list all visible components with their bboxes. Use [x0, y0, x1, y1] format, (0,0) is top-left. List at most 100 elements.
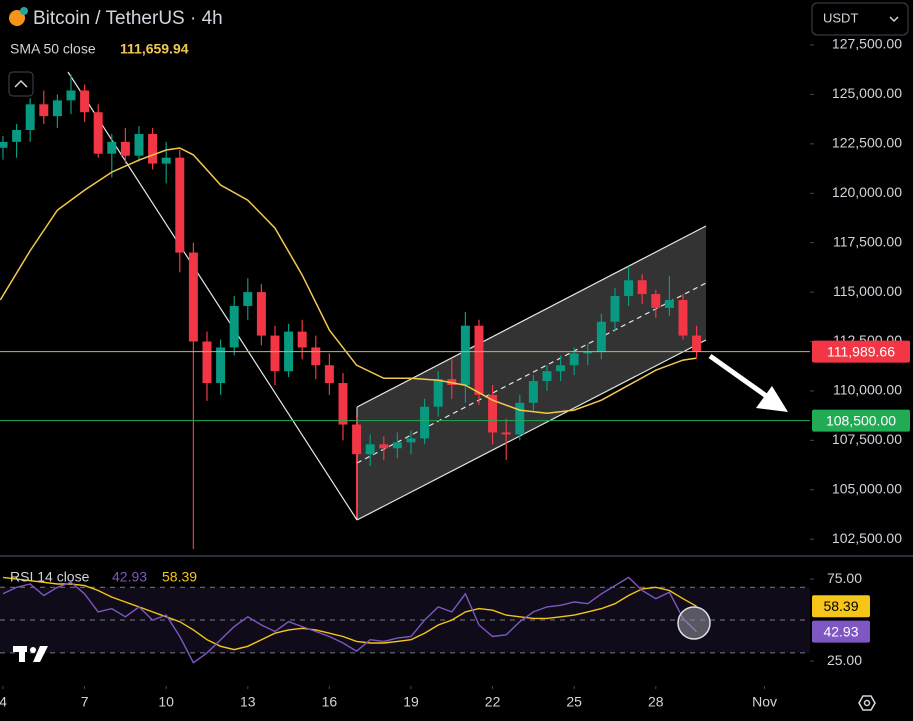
candle-body	[488, 394, 498, 433]
candle-body	[583, 351, 593, 354]
tradingview-logo	[13, 646, 48, 662]
candle-body	[528, 381, 538, 403]
rsi-legend: RSI 14 close	[10, 569, 90, 585]
candle-body	[161, 157, 171, 164]
logo-part	[30, 647, 36, 653]
y-tick-label: 127,500.00	[832, 36, 902, 52]
candle-body	[188, 252, 198, 342]
candle-body	[542, 371, 552, 382]
candle-body	[80, 90, 90, 113]
candle-body	[692, 335, 702, 352]
candle-body	[0, 141, 8, 148]
candle-body	[12, 130, 22, 142]
candle-body	[379, 444, 389, 449]
candle-body	[624, 280, 634, 297]
candle-body	[596, 321, 606, 352]
x-tick-label: 16	[322, 694, 338, 710]
y-tick-label: 107,500.00	[832, 431, 902, 447]
candle-body	[39, 104, 49, 117]
rsi-legend-value: 42.93	[112, 569, 147, 585]
y-tick-label: 102,500.00	[832, 530, 902, 546]
currency-dropdown[interactable]	[811, 2, 909, 36]
rsi-legend-value: 58.39	[162, 569, 197, 585]
candle-body	[311, 347, 321, 366]
symbol-title: Bitcoin / TetherUS · 4h	[33, 8, 223, 29]
candle-body	[324, 365, 334, 384]
tether-icon	[20, 7, 28, 15]
candle-body	[474, 325, 484, 395]
collapse-button[interactable]	[8, 71, 34, 97]
bitcoin-icon	[9, 10, 25, 26]
rsi-badge	[812, 595, 870, 618]
rsi-line	[2, 576, 698, 664]
settings-icon	[858, 695, 876, 711]
candle-body	[93, 112, 103, 154]
y-tick-label: 115,000.00	[833, 283, 902, 299]
price-badge-label: 108,500.00	[826, 412, 896, 428]
marks	[0, 74, 810, 664]
rsi-line	[2, 576, 697, 651]
x-tick-label: 19	[403, 694, 419, 710]
y-tick-label: 122,500.00	[832, 135, 902, 151]
collapse-icon	[14, 79, 28, 88]
x-tick-label: 13	[240, 694, 256, 710]
channel-upper	[356, 225, 707, 408]
sma-line	[0, 147, 697, 415]
candle-body	[406, 438, 416, 443]
candle-body	[664, 300, 674, 308]
candle-body	[202, 341, 212, 384]
labels: 102,500.00 105,000.00 107,500.00 110,000.00…	[0, 36, 910, 710]
y-tick-label: 120,000.00	[832, 184, 902, 200]
channel-lower	[356, 339, 707, 521]
logo-part	[19, 646, 25, 662]
candle-body	[175, 157, 185, 253]
y-tick-label: 105,000.00	[832, 480, 902, 496]
candle-body	[256, 292, 266, 336]
candle-body	[120, 141, 130, 156]
settings-button[interactable]	[858, 695, 876, 711]
logo-part	[33, 646, 48, 662]
candle-body	[460, 325, 470, 386]
candle-body	[678, 300, 688, 336]
candle-body	[134, 133, 144, 156]
candle-body	[433, 379, 443, 407]
candle-body	[297, 331, 307, 348]
arrow-head	[756, 386, 788, 412]
candle-body	[556, 365, 566, 372]
rsi-badge-label: 42.93	[823, 623, 858, 639]
candle-body	[515, 402, 525, 435]
candle-body	[338, 383, 348, 425]
candle-body	[216, 347, 226, 384]
sma-legend: SMA 50 close	[10, 41, 96, 57]
x-tick-label: 7	[81, 694, 89, 710]
dropdown-chevron	[889, 16, 899, 23]
candle-body	[25, 104, 35, 131]
y-tick-label: 75.00	[827, 570, 862, 586]
price-badge-label: 111,989.66	[827, 343, 895, 359]
candle-body	[243, 292, 253, 306]
candle-body	[610, 296, 620, 322]
arrow-shaft	[708, 353, 774, 403]
candle-body	[569, 353, 579, 366]
candle-body	[352, 424, 362, 455]
price-badge	[812, 409, 910, 432]
candle-body	[270, 335, 280, 372]
candle-body	[651, 294, 661, 308]
price-badge	[812, 340, 910, 363]
x-tick-label: 10	[158, 694, 174, 710]
candle-body	[229, 305, 239, 348]
x-tick-label: 28	[648, 694, 664, 710]
candle-body	[66, 90, 76, 101]
x-tick-label: 25	[566, 694, 582, 710]
candle-body	[501, 432, 511, 435]
candle-body	[52, 100, 62, 117]
highlight-circle	[677, 606, 711, 640]
sma-value: 111,659.94	[120, 41, 189, 57]
x-tick-label: 22	[485, 694, 501, 710]
candle-body	[637, 280, 647, 295]
currency-label: USDT	[823, 10, 858, 25]
channel-middle	[356, 282, 707, 464]
